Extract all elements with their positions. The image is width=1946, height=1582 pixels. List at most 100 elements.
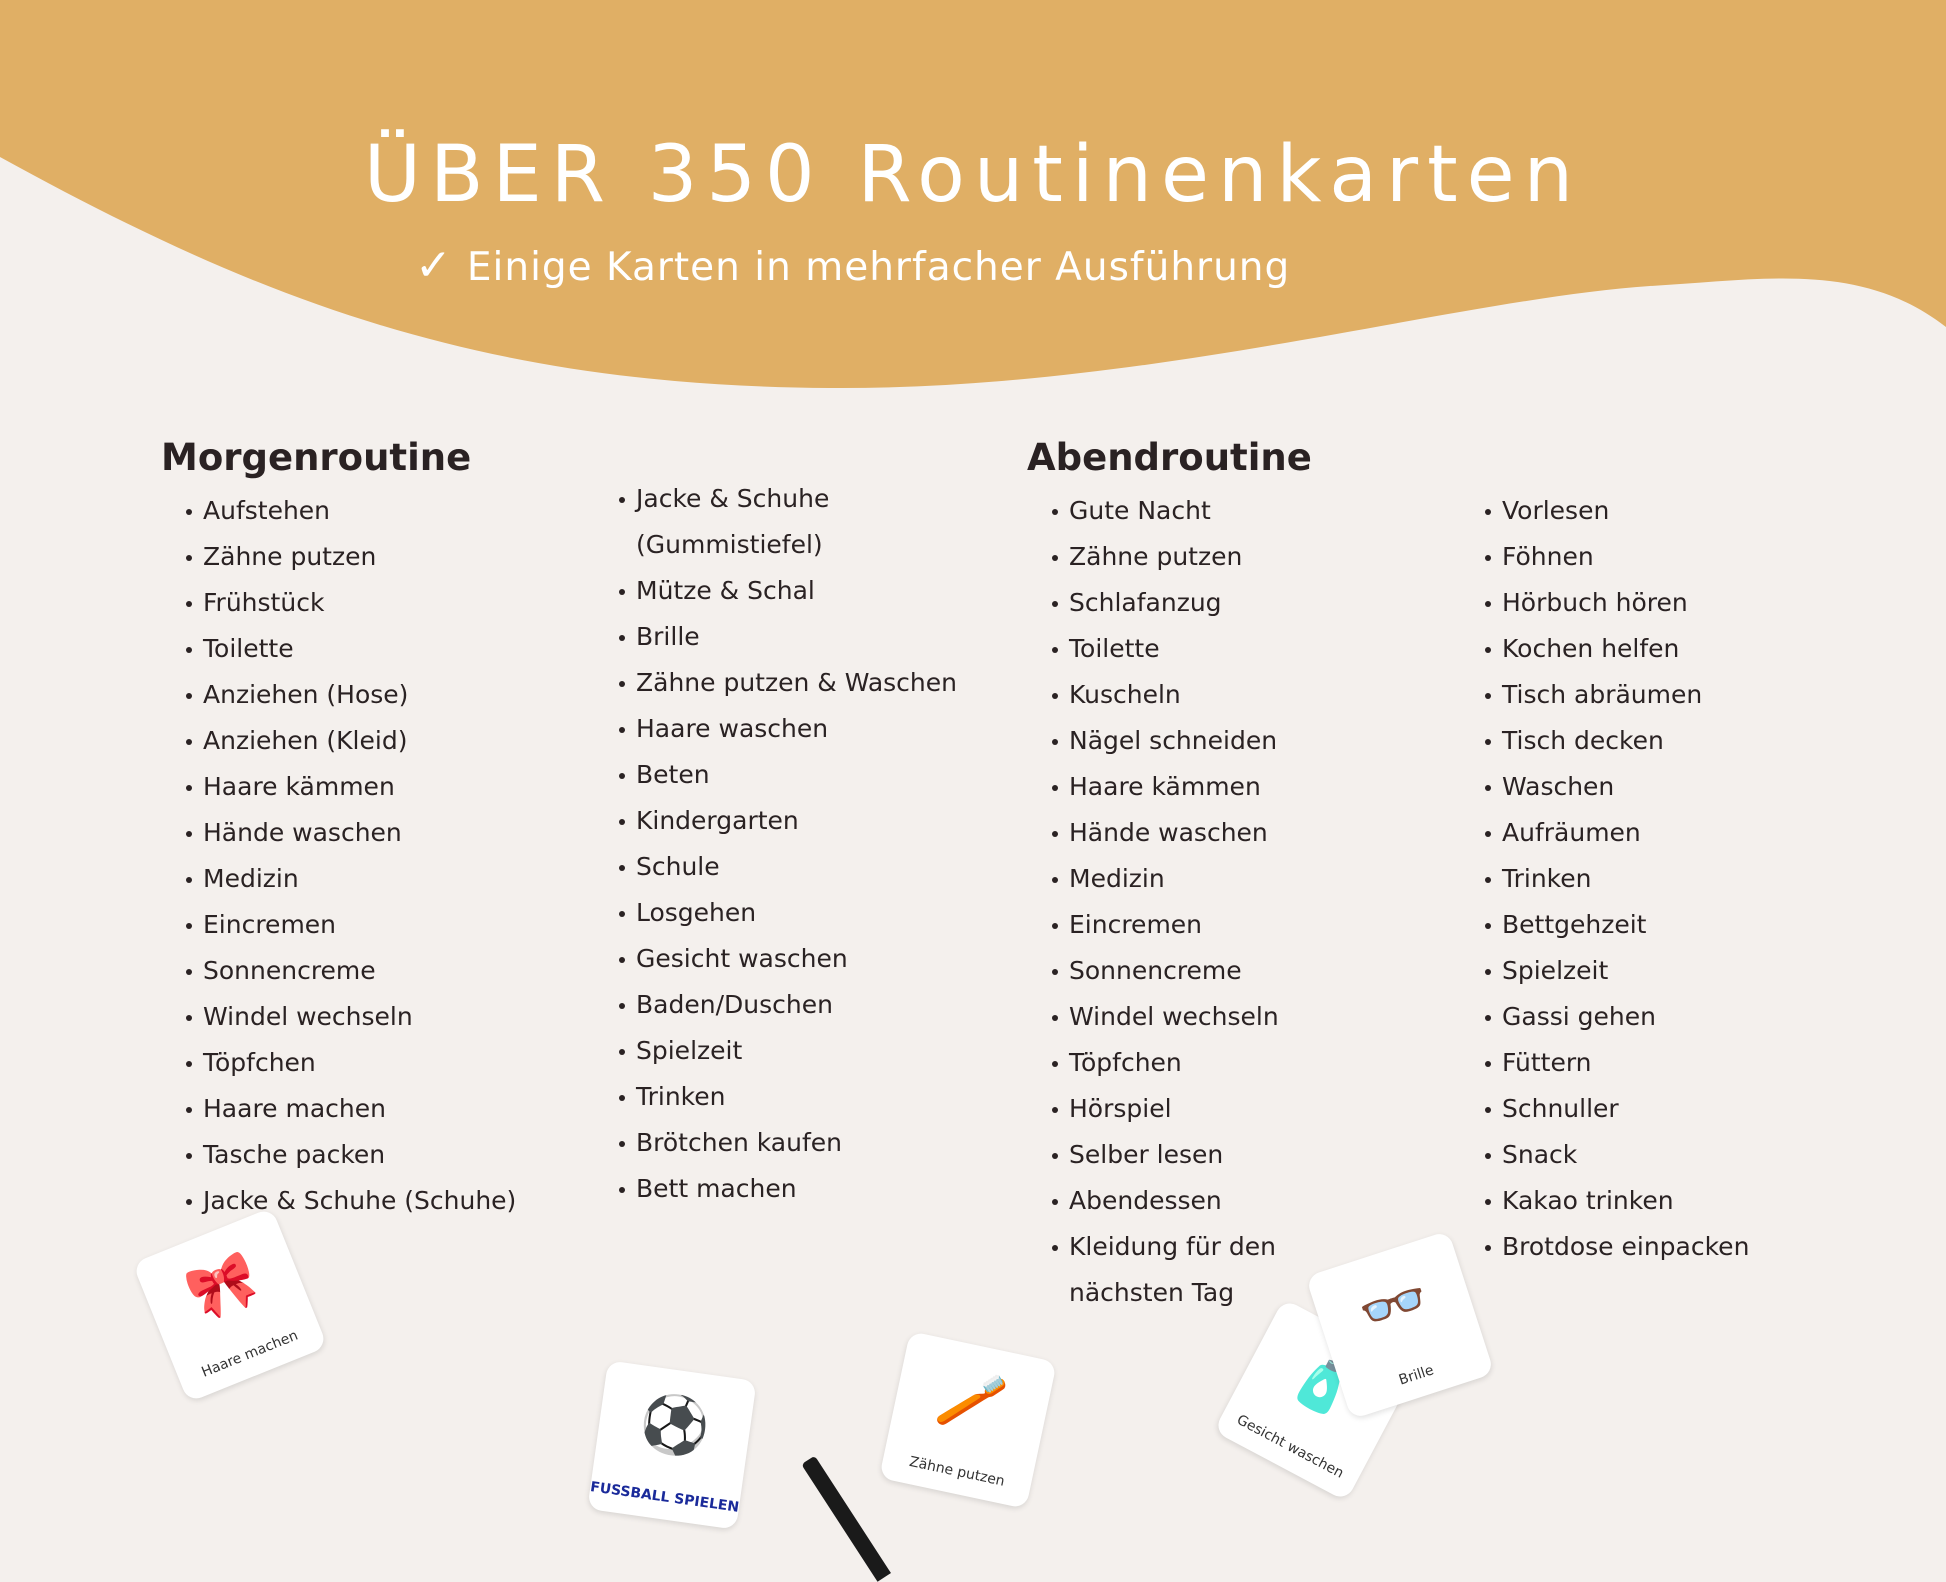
list-item-label: Gesicht waschen bbox=[636, 944, 848, 973]
toothbrush-icon: 🪥 bbox=[931, 1361, 1013, 1440]
bullet-icon bbox=[619, 865, 625, 871]
list-item-label: Trinken bbox=[636, 1082, 726, 1111]
list-item: Füttern bbox=[1485, 1040, 1749, 1086]
list-item-label: (Gummistiefel) bbox=[636, 530, 823, 559]
routine-card: 🪥 Zähne putzen bbox=[879, 1331, 1057, 1509]
list-item: Gute Nacht bbox=[1052, 488, 1279, 534]
list-item: Medizin bbox=[1052, 856, 1279, 902]
list-item-label: Jacke & Schuhe (Schuhe) bbox=[203, 1186, 517, 1215]
list-item: Kindergarten bbox=[619, 798, 957, 844]
list-item: Selber lesen bbox=[1052, 1132, 1279, 1178]
list-item: Brötchen kaufen bbox=[619, 1120, 957, 1166]
list-item: Eincremen bbox=[186, 902, 516, 948]
list-item-label: Hörspiel bbox=[1069, 1094, 1172, 1123]
list-item-label: Snack bbox=[1502, 1140, 1578, 1169]
subtitle-text: Einige Karten in mehrfacher Ausführung bbox=[466, 245, 1291, 290]
bullet-icon bbox=[186, 693, 192, 699]
list-item-label: Jacke & Schuhe bbox=[636, 484, 830, 513]
list-item-label: Schlafanzug bbox=[1069, 588, 1222, 617]
bullet-icon bbox=[619, 911, 625, 917]
list-item-label: Medizin bbox=[203, 864, 299, 893]
bullet-icon bbox=[1485, 509, 1491, 515]
list-item: Jacke & Schuhe (Schuhe) bbox=[186, 1178, 516, 1224]
list-item: Windel wechseln bbox=[186, 994, 516, 1040]
list-item: Eincremen bbox=[1052, 902, 1279, 948]
bullet-icon bbox=[1052, 601, 1058, 607]
soccer-ball-icon: ⚽ bbox=[635, 1388, 714, 1463]
list-item-label: Spielzeit bbox=[636, 1036, 743, 1065]
list-item: Toilette bbox=[186, 626, 516, 672]
list-item: Föhnen bbox=[1485, 534, 1749, 580]
bullet-icon bbox=[186, 1153, 192, 1159]
list-item-label: Zähne putzen bbox=[203, 542, 377, 571]
bullet-icon bbox=[1485, 739, 1491, 745]
list-item: Snack bbox=[1485, 1132, 1749, 1178]
list-item-label: Mütze & Schal bbox=[636, 576, 815, 605]
list-item: Aufräumen bbox=[1485, 810, 1749, 856]
list-item: Baden/Duschen bbox=[619, 982, 957, 1028]
bullet-icon bbox=[1052, 969, 1058, 975]
list-item-label: Füttern bbox=[1502, 1048, 1592, 1077]
bullet-icon bbox=[1052, 509, 1058, 515]
list-item-label: Toilette bbox=[1069, 634, 1160, 663]
list-item-label: Gassi gehen bbox=[1502, 1002, 1656, 1031]
list-item: Brille bbox=[619, 614, 957, 660]
evening-list-2: Vorlesen Föhnen Hörbuch hören Kochen helfen… bbox=[1485, 488, 1749, 1270]
list-item: nächsten Tag bbox=[1052, 1270, 1279, 1316]
glasses-icon: 👓 bbox=[1350, 1264, 1438, 1349]
bullet-icon bbox=[186, 647, 192, 653]
bullet-icon bbox=[1052, 693, 1058, 699]
list-item-label: Sonnencreme bbox=[203, 956, 376, 985]
list-item-label: Kleidung für den bbox=[1069, 1232, 1277, 1261]
list-item: Medizin bbox=[186, 856, 516, 902]
list-item-label: Hände waschen bbox=[203, 818, 402, 847]
list-item-label: Frühstück bbox=[203, 588, 325, 617]
list-item-label: Beten bbox=[636, 760, 710, 789]
list-item: Abendessen bbox=[1052, 1178, 1279, 1224]
list-item-label: Tisch abräumen bbox=[1502, 680, 1703, 709]
bullet-icon bbox=[1052, 877, 1058, 883]
list-item-label: Schule bbox=[636, 852, 720, 881]
bullet-icon bbox=[619, 957, 625, 963]
bullet-icon bbox=[1485, 1245, 1491, 1251]
list-item: Hörbuch hören bbox=[1485, 580, 1749, 626]
list-item-label: Bettgehzeit bbox=[1502, 910, 1647, 939]
list-item: Gassi gehen bbox=[1485, 994, 1749, 1040]
bullet-icon bbox=[1052, 1107, 1058, 1113]
list-item-label: Abendessen bbox=[1069, 1186, 1222, 1215]
list-item: Haare machen bbox=[186, 1086, 516, 1132]
bullet-icon bbox=[186, 785, 192, 791]
list-item: Schule bbox=[619, 844, 957, 890]
morning-heading: Morgenroutine bbox=[161, 436, 472, 479]
list-item-label: Windel wechseln bbox=[203, 1002, 413, 1031]
list-item-label: Baden/Duschen bbox=[636, 990, 833, 1019]
list-item: Gesicht waschen bbox=[619, 936, 957, 982]
list-item-label: Spielzeit bbox=[1502, 956, 1609, 985]
list-item: Frühstück bbox=[186, 580, 516, 626]
list-item: Vorlesen bbox=[1485, 488, 1749, 534]
list-item: Hände waschen bbox=[1052, 810, 1279, 856]
bullet-icon bbox=[1485, 555, 1491, 561]
list-item-label: Eincremen bbox=[203, 910, 337, 939]
bullet-icon bbox=[619, 773, 625, 779]
subtitle: ✓ Einige Karten in mehrfacher Ausführung bbox=[415, 240, 1290, 291]
list-item: Toilette bbox=[1052, 626, 1279, 672]
list-item-label: Kakao trinken bbox=[1502, 1186, 1674, 1215]
list-item: Spielzeit bbox=[1485, 948, 1749, 994]
list-item: Mütze & Schal bbox=[619, 568, 957, 614]
bullet-icon bbox=[1485, 969, 1491, 975]
list-item-label: Vorlesen bbox=[1502, 496, 1610, 525]
list-item: Töpfchen bbox=[1052, 1040, 1279, 1086]
list-item: Kochen helfen bbox=[1485, 626, 1749, 672]
check-icon: ✓ bbox=[415, 240, 453, 291]
bullet-icon bbox=[186, 509, 192, 515]
bullet-icon bbox=[1485, 785, 1491, 791]
list-item-label: Tisch decken bbox=[1502, 726, 1664, 755]
list-item: Sonnencreme bbox=[1052, 948, 1279, 994]
list-item: Töpfchen bbox=[186, 1040, 516, 1086]
bullet-icon bbox=[1052, 647, 1058, 653]
list-item: Losgehen bbox=[619, 890, 957, 936]
list-item-label: Hörbuch hören bbox=[1502, 588, 1688, 617]
list-item-label: Haare kämmen bbox=[203, 772, 395, 801]
list-item-label: Zähne putzen bbox=[1069, 542, 1243, 571]
